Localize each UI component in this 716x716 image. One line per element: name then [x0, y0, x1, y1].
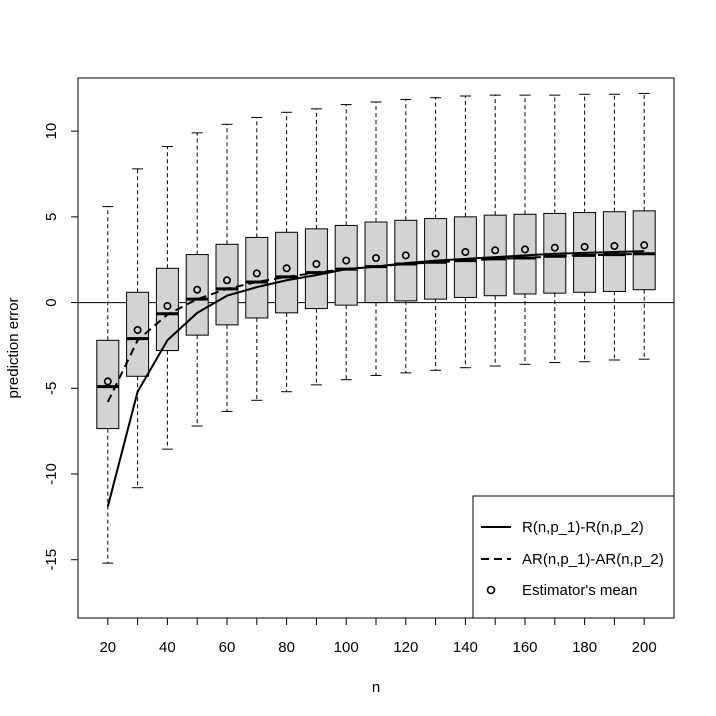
y-tick-label: -5	[43, 382, 60, 395]
box-n-100	[334, 104, 358, 381]
box-n-50	[185, 132, 209, 427]
x-tick-label: 120	[393, 639, 418, 656]
box-n-70	[245, 116, 269, 401]
mean-marker	[461, 248, 470, 257]
series-line-r-difference	[106, 250, 645, 507]
legend-label-ar-difference: AR(n,p_1)-AR(n,p_2)	[522, 551, 664, 568]
x-axis-label: n	[372, 679, 380, 696]
box-n-160	[513, 94, 537, 365]
legend: R(n,p_1)-R(n,p_2) AR(n,p_1)-AR(n,p_2) Es…	[472, 495, 675, 619]
box-n-130	[424, 97, 448, 371]
iqr-box	[215, 243, 239, 326]
legend-box	[472, 495, 675, 619]
mean-marker	[371, 254, 380, 263]
x-tick-label: 160	[512, 639, 537, 656]
iqr-box	[185, 254, 209, 336]
box-n-80	[275, 111, 299, 393]
axes-layer: 20 40 60 80 100 120 140 160 180 200 -15 -10 -5 0 5 10	[43, 123, 657, 656]
legend-label-r-difference: R(n,p_1)-R(n,p_2)	[522, 519, 644, 536]
box-n-190	[602, 93, 626, 361]
mean-marker	[491, 246, 500, 255]
mean-marker	[640, 241, 649, 250]
iqr-box	[275, 231, 299, 314]
mean-marker	[252, 269, 261, 278]
box-n-60	[215, 123, 239, 412]
mean-marker	[342, 256, 351, 265]
iqr-box	[394, 219, 418, 302]
legend-label-estimators-mean: Estimator's mean	[522, 582, 637, 599]
boxes-layer	[96, 92, 656, 564]
box-n-20	[96, 206, 120, 564]
iqr-box	[334, 224, 358, 306]
iqr-box	[245, 236, 269, 319]
mean-marker	[103, 377, 112, 386]
x-tick-label: 140	[453, 639, 478, 656]
mean-marker	[610, 242, 619, 251]
x-tick-label: 60	[219, 639, 236, 656]
mean-marker	[163, 301, 172, 310]
mean-marker	[580, 242, 589, 251]
box-n-180	[573, 93, 597, 363]
y-tick-label: 0	[43, 298, 60, 306]
box-n-170	[543, 94, 567, 364]
iqr-box	[304, 228, 328, 310]
box-n-140	[453, 95, 477, 369]
y-tick-label: 10	[43, 123, 60, 140]
mean-marker	[133, 325, 142, 334]
x-tick-label: 80	[278, 639, 295, 656]
mean-marker	[223, 276, 232, 285]
x-tick-label: 180	[572, 639, 597, 656]
iqr-box	[364, 221, 388, 304]
mean-marker	[312, 259, 321, 268]
plot-frame	[77, 77, 675, 619]
box-n-90	[304, 108, 328, 386]
x-tick-label: 200	[632, 639, 657, 656]
series-layer	[106, 250, 645, 507]
mean-marker	[193, 285, 202, 294]
mean-marker	[401, 251, 410, 260]
box-n-120	[394, 98, 418, 374]
mean-marker	[520, 245, 529, 254]
box-n-110	[364, 101, 388, 376]
mean-marker	[431, 249, 440, 258]
iqr-box	[126, 291, 150, 377]
box-n-30	[126, 168, 150, 489]
iqr-box	[483, 214, 507, 297]
y-tick-label: -10	[43, 463, 60, 485]
legend-mean-marker-swatch	[486, 585, 496, 595]
y-tick-label: 5	[43, 213, 60, 221]
iqr-box	[453, 216, 477, 298]
mean-marker	[282, 264, 291, 273]
x-tick-label: 40	[159, 639, 176, 656]
iqr-box	[632, 210, 656, 291]
box-n-150	[483, 94, 507, 367]
y-tick-label: -15	[43, 549, 60, 571]
y-axis-label: prediction error	[5, 298, 22, 399]
x-tick-label: 20	[99, 639, 116, 656]
x-tick-label: 100	[334, 639, 359, 656]
box-n-40	[155, 146, 179, 450]
box-n-200	[632, 92, 656, 360]
mean-marker	[550, 243, 559, 252]
iqr-box	[424, 218, 448, 300]
